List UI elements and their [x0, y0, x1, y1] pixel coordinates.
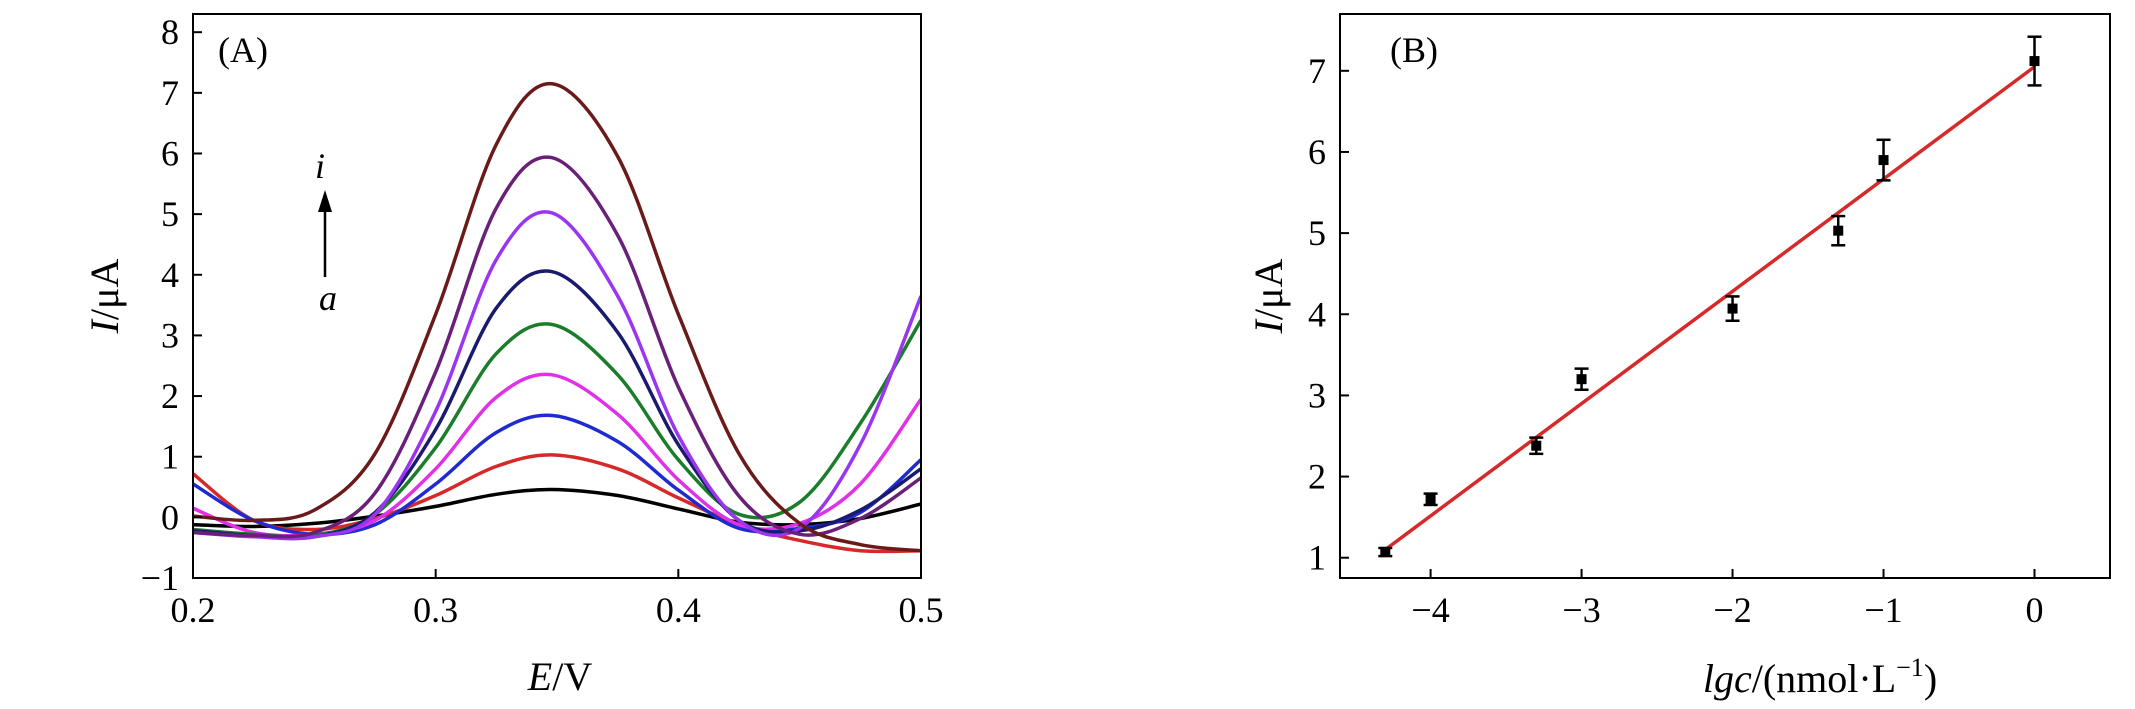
chart-b-marker	[1531, 440, 1542, 451]
chart-a-series-5	[193, 319, 921, 539]
chart-b-ytick-label: 6	[1308, 132, 1326, 172]
chart-b-fit	[1384, 65, 2036, 552]
chart-b-point	[1529, 436, 1544, 456]
chart-b-fit-line	[1384, 65, 2036, 552]
chart-a-ytick-label: 6	[161, 133, 179, 173]
chart-b-ytick-label: 7	[1308, 51, 1326, 91]
chart-b-point	[1876, 138, 1891, 182]
chart-b-xlabel: lgc/(nmol·L−1)	[1703, 653, 1937, 701]
chart-b-xtick-label: −4	[1411, 590, 1449, 630]
chart-a-annotation-arrowhead	[318, 190, 332, 212]
chart-b-frame	[1339, 13, 2111, 579]
chart-a-xtick-label: 0.2	[171, 590, 216, 630]
chart-a-xtick-label: 0.5	[899, 590, 944, 630]
chart-b-xtick-label: −3	[1562, 590, 1600, 630]
chart-a-series-2	[193, 453, 921, 554]
chart-b-marker	[1576, 374, 1587, 385]
chart-a-annotation-top: i	[315, 146, 325, 186]
chart-b-ylabel: I/μA	[1246, 259, 1291, 335]
chart-b-point	[1423, 492, 1438, 507]
chart-a-ytick-label: 0	[161, 497, 179, 537]
chart-a-ytick-label: 4	[161, 255, 179, 295]
chart-a-series-1	[193, 487, 921, 529]
chart-a-panel-label: (A)	[218, 30, 268, 70]
chart-a-ticks: 0.2 0.3 0.4 0.5 −1 0 1 2 3 4 5 6 7 8	[141, 12, 944, 630]
chart-a-series-8	[193, 155, 921, 539]
chart-a-xtick-label: 0.3	[413, 590, 458, 630]
chart-a-ytick-label: −1	[141, 558, 179, 598]
chart-b-ytick-label: 5	[1308, 213, 1326, 253]
chart-b-point	[2027, 35, 2042, 87]
chart-b-marker	[2029, 56, 2040, 67]
chart-b-marker	[1727, 303, 1738, 314]
chart-a-ytick-label: 3	[161, 315, 179, 355]
chart-b-ytick-label: 1	[1308, 538, 1326, 578]
chart-b-xtick-label: 0	[2026, 590, 2044, 630]
chart-a-series-9	[193, 81, 921, 553]
chart-a-ylabel: I/μA	[82, 259, 127, 335]
chart-b-marker	[1878, 155, 1889, 166]
chart-a-ytick-label: 2	[161, 376, 179, 416]
chart-b-panel-label: (B)	[1390, 30, 1438, 70]
chart-a-series-6	[193, 269, 921, 541]
chart-b-ytick-label: 3	[1308, 375, 1326, 415]
chart-b-xtick-label: −1	[1864, 590, 1902, 630]
chart-b-point	[1725, 295, 1740, 323]
chart-a-ytick-label: 1	[161, 437, 179, 477]
chart-panel-b: −4 −3 −2 −1 0 1 2 3 4 5 6 7 (B) lgc/(nmol·L−1) I/μA	[1246, 13, 2111, 701]
chart-b-marker	[1833, 225, 1844, 236]
chart-b-point	[1831, 214, 1846, 247]
chart-a-xlabel: E/V	[527, 654, 593, 699]
chart-a-frame	[192, 13, 922, 579]
chart-b-xtick-label: −2	[1713, 590, 1751, 630]
chart-a-ytick-label: 7	[161, 73, 179, 113]
chart-panel-a: 0.2 0.3 0.4 0.5 −1 0 1 2 3 4 5 6 7 8 (A) i a E/V I/μA	[82, 12, 944, 699]
chart-b-ytick-label: 4	[1308, 294, 1326, 334]
chart-a-ytick-label: 5	[161, 194, 179, 234]
chart-b-marker	[1425, 494, 1436, 505]
chart-b-ytick-label: 2	[1308, 457, 1326, 497]
chart-b-ticks: −4 −3 −2 −1 0 1 2 3 4 5 6 7	[1308, 51, 2044, 630]
chart-b-points	[1378, 35, 2042, 558]
chart-a-series-7	[193, 210, 921, 541]
chart-b-point	[1378, 546, 1393, 558]
chart-b-marker	[1380, 547, 1391, 558]
chart-a-ytick-label: 8	[161, 12, 179, 52]
chart-b-point	[1574, 367, 1589, 391]
chart-a-xtick-label: 0.4	[656, 590, 701, 630]
chart-a-curves	[193, 81, 921, 554]
chart-a-annotation-bottom: a	[319, 278, 337, 318]
